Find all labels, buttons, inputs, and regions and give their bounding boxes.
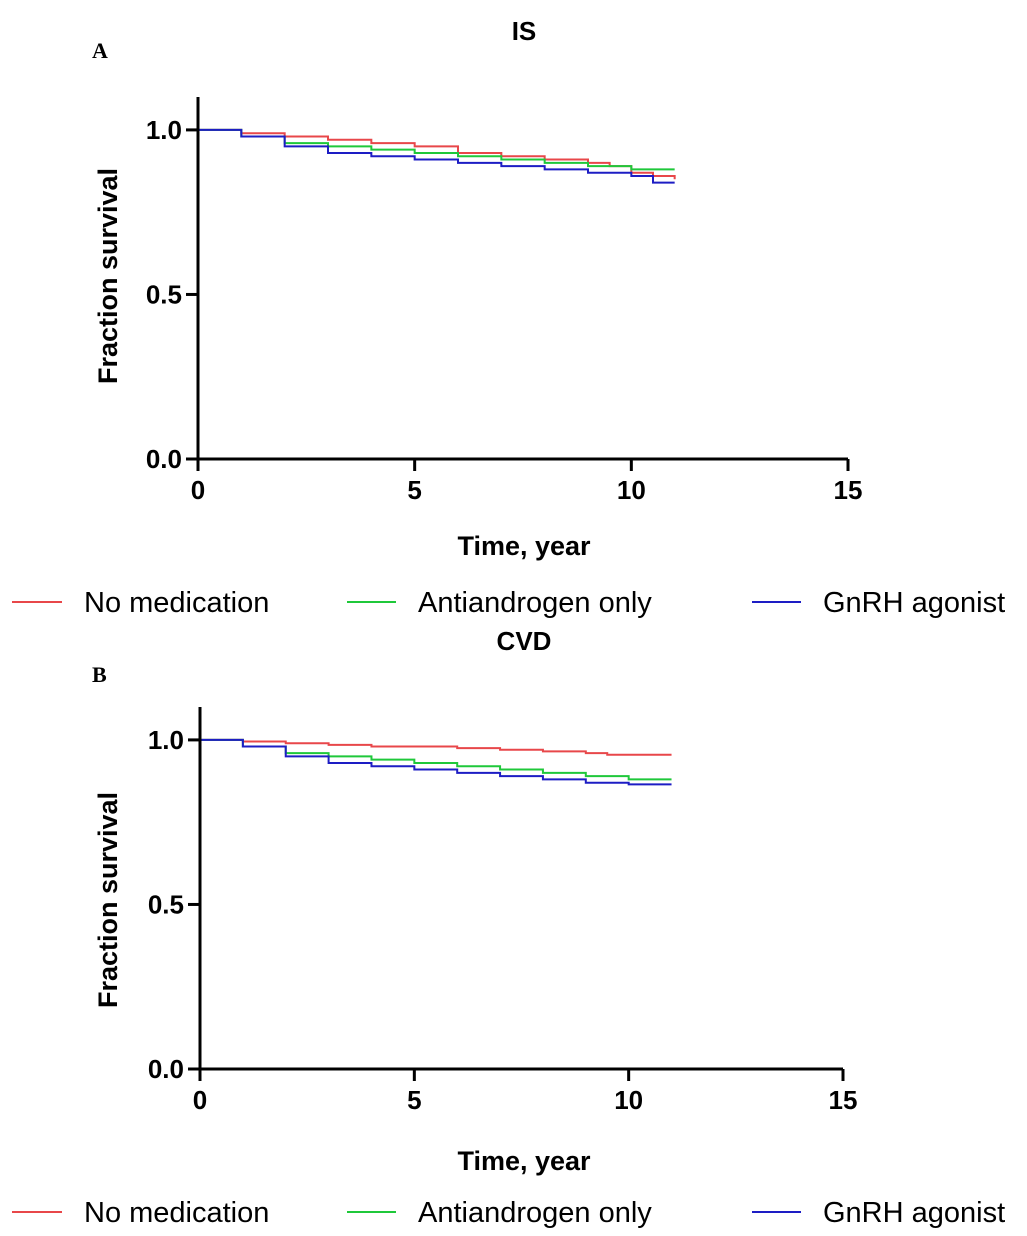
x-tick-label: 15 — [834, 475, 863, 505]
x-tick-label: 5 — [407, 475, 421, 505]
chart-title: IS — [512, 16, 537, 46]
y-tick-label: 0.5 — [148, 889, 184, 919]
panel-letter: A — [92, 38, 108, 63]
y-axis-label: Fraction survival — [93, 168, 123, 384]
series-group — [200, 738, 672, 786]
chart-panel-a: A IS Time, year Fraction survival 0 5 10 15… — [12, 16, 1005, 619]
x-tick-label: 5 — [407, 1085, 421, 1115]
x-axis-label: Time, year — [457, 1146, 591, 1176]
tick-group: 0 5 10 15 0.0 0.5 1.0 — [148, 725, 858, 1115]
chart-svg-a: A IS Time, year Fraction survival 0 5 10 15… — [12, 16, 1005, 619]
axes-group — [196, 97, 848, 461]
series-line — [200, 738, 672, 786]
chart-svg-b: B CVD Time, year Fraction survival 0 5 10 1… — [12, 630, 1005, 1229]
series-group — [198, 128, 676, 184]
legend-label: Antiandrogen only — [418, 587, 652, 619]
x-tick-label: 0 — [193, 1085, 207, 1115]
legend-label: GnRH agonist — [823, 587, 1005, 619]
x-tick-label: 10 — [617, 475, 646, 505]
legend: No medication Antiandrogen only GnRH agoni… — [12, 587, 1005, 619]
axes-group — [198, 707, 843, 1071]
x-tick-label: 10 — [614, 1085, 643, 1115]
series-line — [198, 128, 675, 184]
tick-group: 0 5 10 15 0.0 0.5 1.0 — [146, 115, 863, 505]
series-line — [200, 738, 672, 756]
y-tick-label: 0.5 — [146, 279, 182, 309]
y-axis-label: Fraction survival — [93, 792, 123, 1008]
legend-label: No medication — [84, 587, 269, 619]
chart-panel-b: B CVD Time, year Fraction survival 0 5 10 1… — [0, 630, 1027, 1236]
x-axis-label: Time, year — [457, 531, 591, 561]
y-tick-label: 0.0 — [146, 444, 182, 474]
legend: No medication Antiandrogen only GnRH agoni… — [12, 1197, 1005, 1229]
y-tick-label: 1.0 — [146, 115, 182, 145]
legend-label: GnRH agonist — [823, 1197, 1005, 1229]
legend-label: No medication — [84, 1197, 269, 1229]
x-tick-label: 15 — [829, 1085, 858, 1115]
chart-title: CVD — [497, 630, 552, 656]
x-tick-label: 0 — [191, 475, 205, 505]
y-tick-label: 0.0 — [148, 1054, 184, 1084]
y-tick-label: 1.0 — [148, 725, 184, 755]
legend-label: Antiandrogen only — [418, 1197, 652, 1229]
panel-letter: B — [92, 662, 107, 687]
